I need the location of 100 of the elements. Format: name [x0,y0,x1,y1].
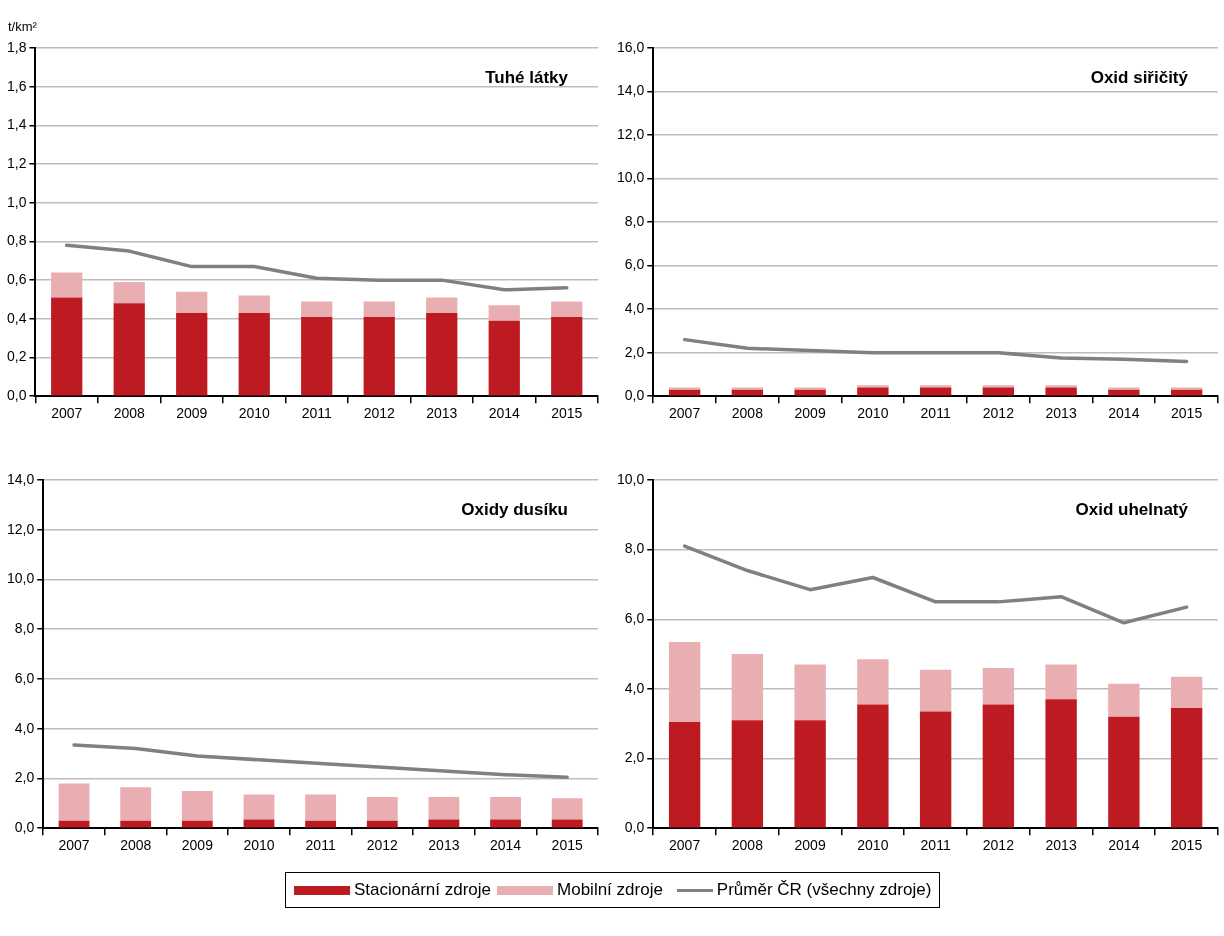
x-tick-label: 2009 [181,837,214,854]
bar [426,313,458,396]
bar [51,272,83,298]
y-tick-label: 1,0 [6,193,27,210]
bar [1108,683,1140,717]
x-tick-label: 2013 [426,405,458,422]
bar [176,313,208,396]
x-tick-label: 2011 [301,405,332,422]
x-tick-label: 2011 [305,837,336,854]
bar [731,654,764,721]
y-tick-label: 4,0 [624,679,645,696]
y-axis-title: t/km² [8,19,38,35]
legend-label: Mobilní zdroje [556,880,663,900]
x-tick-label: 2007 [669,837,701,854]
bar [363,301,395,317]
y-tick-label: 10,0 [7,570,35,587]
bar [301,316,333,396]
x-tick-label: 2012 [366,837,399,854]
x-tick-label: 2012 [982,405,1015,422]
bar [551,301,583,317]
y-tick-label: 4,0 [624,300,645,317]
bar [176,291,208,314]
x-tick-label: 2008 [731,837,764,854]
bar [668,722,701,828]
y-tick-label: 0,6 [6,270,27,287]
bar [113,282,145,304]
y-tick-label: 14,0 [617,82,645,99]
legend-label: Stacionární zdroje [353,880,492,900]
y-tick-label: 14,0 [7,470,35,487]
x-tick-label: 2015 [551,405,583,422]
y-tick-label: 16,0 [617,38,645,55]
bar [982,668,1015,705]
text: Oxid siřičitý [1090,68,1189,88]
bar [919,711,952,828]
bar [668,641,701,722]
y-tick-label: 8,0 [14,620,35,637]
x-tick-label: 2008 [120,837,152,854]
y-tick-label: 1,6 [6,77,27,94]
y-tick-label: 0,4 [6,309,27,326]
x-tick-label: 2010 [243,837,275,854]
x-tick-label: 2013 [428,837,460,854]
x-tick-label: 2007 [669,405,701,422]
bar [551,316,583,396]
x-tick-label: 2014 [1108,405,1140,422]
y-tick-label: 6,0 [624,256,645,273]
y-tick-label: 0,8 [6,232,27,249]
bar [982,704,1015,828]
legend-label: Průměr ČR (všechny zdroje) [715,880,932,900]
y-tick-label: 1,8 [6,38,27,55]
x-tick-label: 2011 [920,405,951,422]
bar [857,704,889,828]
y-tick-label: 1,4 [6,116,27,133]
bar [238,313,270,396]
bar [794,720,826,828]
x-tick-label: 2010 [857,405,889,422]
bar [794,664,826,721]
y-tick-label: 6,0 [624,610,645,627]
x-tick-label: 2015 [1171,837,1203,854]
bar [426,297,458,314]
bar [857,659,889,705]
y-tick-label: 10,0 [617,470,645,487]
y-tick-label: 2,0 [14,769,35,786]
bar [301,301,333,317]
y-tick-label: 12,0 [7,520,35,537]
y-tick-label: 1,2 [6,154,27,171]
y-tick-label: 6,0 [14,669,35,686]
x-tick-label: 2007 [58,837,90,854]
x-tick-label: 2009 [176,405,208,422]
y-tick-label: 4,0 [14,719,35,736]
bar [113,303,145,396]
x-tick-label: 2014 [489,837,522,854]
x-tick-label: 2014 [488,405,521,422]
bar [731,720,764,828]
bar [238,295,270,314]
bar [51,297,83,396]
x-tick-label: 2009 [794,837,826,854]
y-tick-label: 8,0 [624,540,645,557]
bar [1045,699,1077,828]
x-tick-label: 2009 [794,405,826,422]
x-tick-label: 2012 [982,837,1015,854]
bar [919,669,952,712]
x-tick-label: 2013 [1045,837,1077,854]
bar [488,305,520,321]
bar [1045,664,1077,700]
y-tick-label: 0,0 [6,387,27,404]
x-tick-label: 2010 [857,837,889,854]
x-tick-label: 2007 [51,405,83,422]
text: Tuhé látky [485,68,569,88]
y-tick-label: 2,0 [624,343,645,360]
x-tick-label: 2013 [1045,405,1077,422]
bar [488,320,520,396]
y-tick-label: 0,0 [624,819,645,836]
y-tick-label: 0,0 [624,387,645,404]
y-tick-label: 2,0 [624,749,645,766]
x-tick-label: 2008 [113,405,145,422]
y-tick-label: 0,2 [6,348,27,365]
bar [1108,716,1140,828]
y-tick-label: 8,0 [624,212,645,229]
text: Oxidy dusíku [461,500,568,520]
bar [1170,708,1203,828]
